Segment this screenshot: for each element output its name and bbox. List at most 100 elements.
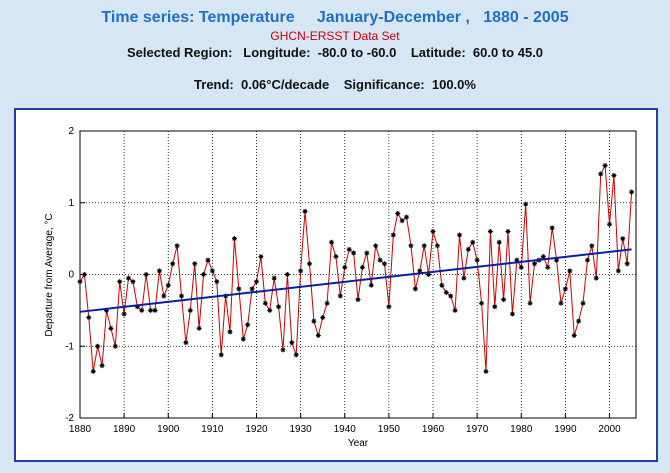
point-marker [545, 264, 551, 270]
point-marker [280, 347, 286, 353]
x-tick-label: 1980 [510, 424, 533, 435]
point-marker [289, 340, 295, 346]
point-marker [267, 307, 273, 313]
point-marker [126, 275, 132, 281]
chart-title: Time series: Temperature January-Decembe… [101, 9, 569, 26]
point-marker [474, 257, 480, 263]
point-marker [178, 293, 184, 299]
point-marker [456, 232, 462, 238]
point-marker [439, 282, 445, 288]
point-marker [262, 300, 268, 306]
point-marker [108, 325, 114, 331]
point-marker [470, 239, 476, 245]
point-marker [258, 254, 264, 260]
x-tick-label: 1940 [334, 424, 357, 435]
y-tick-label: 2 [68, 126, 74, 137]
point-marker [381, 261, 387, 267]
point-marker [315, 332, 321, 338]
point-marker [567, 268, 573, 274]
point-marker [549, 225, 555, 231]
point-marker [337, 293, 343, 299]
point-marker [364, 250, 370, 256]
point-marker [558, 300, 564, 306]
point-marker [214, 279, 220, 285]
x-tick-label: 1970 [466, 424, 489, 435]
point-marker [514, 257, 520, 263]
plot-area [79, 130, 637, 419]
point-marker [324, 300, 330, 306]
point-marker [249, 286, 255, 292]
point-marker [593, 275, 599, 281]
point-marker [77, 279, 83, 285]
point-marker [479, 300, 485, 306]
point-marker [602, 162, 608, 168]
y-tick-label: -1 [65, 341, 74, 352]
point-marker [240, 336, 246, 342]
point-marker [284, 272, 290, 277]
point-marker [589, 243, 595, 249]
point-marker [306, 261, 312, 267]
point-marker [386, 304, 392, 310]
point-marker [426, 272, 432, 277]
point-marker [615, 268, 621, 274]
y-tick-label: -2 [65, 413, 74, 424]
point-marker [461, 275, 467, 281]
x-tick-label: 1910 [201, 424, 224, 435]
point-marker [395, 211, 401, 217]
trend-line [79, 248, 632, 313]
point-marker [624, 261, 630, 267]
x-tick-label: 1930 [290, 424, 313, 435]
point-marker [86, 315, 92, 321]
plot-frame [14, 108, 658, 462]
x-tick-label: 1950 [378, 424, 401, 435]
point-marker [174, 243, 180, 249]
point-marker [218, 352, 224, 358]
point-marker [505, 228, 511, 234]
x-axis-label: Year [348, 438, 369, 449]
point-marker [355, 297, 361, 303]
point-marker [333, 254, 339, 260]
point-marker [245, 322, 251, 328]
point-marker [134, 304, 140, 310]
point-marker [408, 243, 414, 249]
point-marker [607, 221, 613, 227]
point-marker [311, 318, 317, 324]
point-marker [373, 243, 379, 249]
point-marker [576, 318, 582, 324]
point-marker [130, 279, 136, 285]
point-marker [554, 257, 560, 263]
point-marker [227, 329, 233, 335]
point-marker [390, 232, 396, 238]
point-marker [346, 246, 352, 252]
x-tick-label: 2000 [598, 424, 621, 435]
y-tick-label: 0 [68, 270, 74, 281]
x-tick-label: 1900 [157, 424, 180, 435]
y-axis-label: Departure from Average, °C [44, 213, 55, 336]
x-tick-label: 1920 [245, 424, 268, 435]
point-marker [152, 307, 158, 313]
point-marker [121, 311, 127, 317]
point-marker [399, 218, 405, 224]
point-marker [434, 243, 440, 249]
point-marker [421, 243, 427, 249]
point-marker [170, 261, 176, 267]
point-marker [540, 254, 546, 260]
point-marker [562, 286, 568, 292]
point-marker [518, 264, 524, 270]
point-marker [501, 297, 507, 303]
point-marker [404, 214, 410, 220]
point-marker [103, 307, 109, 313]
point-marker [452, 307, 458, 313]
point-marker [571, 332, 577, 338]
point-marker [298, 268, 304, 274]
point-marker [487, 228, 493, 234]
point-marker [254, 279, 260, 285]
point-marker [443, 289, 449, 295]
point-marker [81, 272, 87, 277]
point-marker [342, 264, 348, 270]
point-marker [293, 352, 299, 358]
point-marker [580, 300, 586, 306]
x-tick-label: 1960 [422, 424, 445, 435]
point-marker [584, 257, 590, 263]
